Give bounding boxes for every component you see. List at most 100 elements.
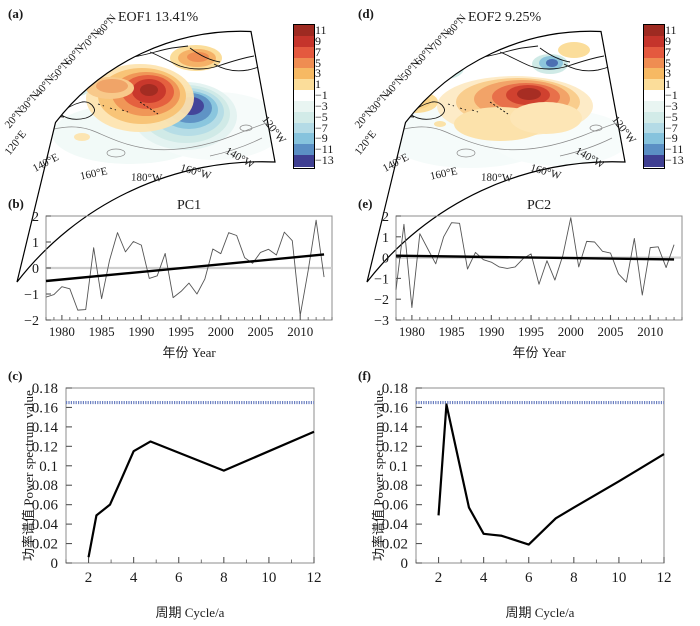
x-tick-label: 2005 xyxy=(248,324,274,339)
spectrum-f-xaxis-label: 周期 Cycle/a xyxy=(505,605,575,620)
y-tick-label: 0.08 xyxy=(32,478,58,494)
plot-frame xyxy=(415,387,665,564)
x-tick-label: 1995 xyxy=(518,324,544,339)
colorbar-swatch xyxy=(644,122,664,135)
x-tick-label: 4 xyxy=(130,570,138,586)
eof1-shaded-field xyxy=(17,31,275,186)
map-title-eof1: EOF1 13.41% xyxy=(118,10,199,25)
colorbar-tick-label: 5 xyxy=(315,55,321,70)
spectrum-f-plot: 2 4 6 8 10 12 0 0.02 0.04 0.06 0.08 0.1 0.12 0.14 0.16… xyxy=(382,381,672,586)
y-tick-label: 1 xyxy=(32,236,39,251)
y-tick-label: 0.16 xyxy=(382,400,409,416)
y-tick-label: 0.12 xyxy=(32,439,58,455)
panel-f-power-spectrum: (f) 2 4 6 8 10 12 0 0.02 0.04 0.06 0.08 0.1 0.12 0.14… xyxy=(350,360,700,626)
timeseries-line xyxy=(45,219,325,316)
spectrum-f-yaxis-label: 功率谱值 Power spectrum value xyxy=(371,390,386,561)
eof2-map-frame xyxy=(366,30,626,283)
y-tick-label: 0 xyxy=(401,556,409,572)
colorbar-tick-label: −3 xyxy=(315,98,328,113)
pc1-xaxis-label: 年份 Year xyxy=(162,345,216,360)
colorbar-swatch xyxy=(294,57,314,69)
colorbar-tick-label: 11 xyxy=(315,23,327,37)
eof1-colorbar-ticklabels: 11 9 7 5 3 1 −1 −3 −5 −7 −9 −11 −13 xyxy=(315,17,345,177)
colorbar-swatch xyxy=(294,68,314,80)
panel-label-e: (e) xyxy=(358,196,373,211)
colorbar-tick-label: −11 xyxy=(665,142,684,157)
eof1-coastlines xyxy=(35,117,275,158)
trend-line xyxy=(395,254,675,261)
pc2-xaxis-label: 年份 Year xyxy=(512,345,566,360)
x-tick-label: 2 xyxy=(85,570,93,586)
x-tick-label: 1985 xyxy=(89,324,115,339)
x-tick-label: 1990 xyxy=(128,324,154,339)
x-tick-label: 2 xyxy=(435,570,443,586)
y-tick-label: 0.02 xyxy=(382,537,408,553)
x-tick-label: 12 xyxy=(307,570,322,586)
colorbar-swatch xyxy=(644,46,664,59)
plot-frame xyxy=(395,215,683,321)
y-tick-label: 0.04 xyxy=(32,517,59,533)
x-tick-label: 1995 xyxy=(168,324,194,339)
colorbar-tick-label: 7 xyxy=(665,44,671,59)
colorbar-swatch xyxy=(644,68,664,80)
eof2-coastlines xyxy=(385,117,625,158)
colorbar-swatch xyxy=(644,90,664,102)
colorbar-tick-label: −5 xyxy=(315,109,328,124)
panel-label-a: (a) xyxy=(8,6,24,21)
colorbar-tick-label: −9 xyxy=(315,131,328,146)
x-tick-label: 10 xyxy=(261,570,276,586)
colorbar-swatch xyxy=(294,155,314,167)
x-tick-label: 1980 xyxy=(399,324,425,339)
y-tick-label: 0.18 xyxy=(382,381,408,397)
colorbar-swatch xyxy=(294,90,314,102)
colorbar-tick-label: −5 xyxy=(665,109,678,124)
colorbar-tick-label: −13 xyxy=(315,153,334,168)
colorbar-tick-label: −1 xyxy=(665,88,678,103)
y-tick-label: 2 xyxy=(32,210,39,225)
colorbar-swatch xyxy=(294,144,314,156)
colorbar-tick-label: −13 xyxy=(665,153,684,168)
pc1-plot: 1980 1985 1990 1995 2000 2005 2010 −2 −1 0 1 2 xyxy=(24,210,333,339)
x-tick-label: 10 xyxy=(611,570,626,586)
x-tick-label: 2010 xyxy=(287,324,313,339)
colorbar-tick-label: 5 xyxy=(665,55,671,70)
colorbar-tick-label: 9 xyxy=(315,33,321,48)
colorbar-tick-label: 1 xyxy=(665,77,671,92)
colorbar-swatch xyxy=(294,35,314,48)
panel-label-d: (d) xyxy=(358,6,374,21)
y-tick-label: 0 xyxy=(382,252,389,267)
x-tick-label: 2010 xyxy=(637,324,663,339)
y-tick-label: 0.02 xyxy=(32,537,58,553)
panel-c-power-spectrum: (c) 2 4 6 8 10 12 0 0.02 0.04 0.06 0.08 0.1 0.12 0.14… xyxy=(0,360,350,626)
spectrum-c-xaxis-label: 周期 Cycle/a xyxy=(155,605,225,620)
pc1-title: PC1 xyxy=(177,198,202,213)
y-tick-label: 0.16 xyxy=(32,400,59,416)
x-tick-label: 8 xyxy=(570,570,578,586)
y-tick-label: 0.08 xyxy=(382,478,408,494)
x-tick-label: 4 xyxy=(480,570,488,586)
colorbar-tick-label: −9 xyxy=(665,131,678,146)
eof2-colorbar xyxy=(643,24,665,169)
colorbar-swatch xyxy=(644,100,664,113)
colorbar-swatch xyxy=(644,111,664,124)
x-tick-label: 1990 xyxy=(478,324,504,339)
y-tick-label: −3 xyxy=(374,314,389,329)
map-title-eof2: EOF2 9.25% xyxy=(468,10,542,25)
eof2-map-svg xyxy=(366,30,626,283)
colorbar-swatch xyxy=(644,25,664,37)
y-tick-label: −1 xyxy=(24,288,39,303)
plot-frame xyxy=(65,387,315,564)
y-tick-label: 0.1 xyxy=(39,459,58,475)
power-spectrum-line xyxy=(437,403,665,546)
colorbar-swatch xyxy=(644,57,664,69)
y-tick-label: 0.12 xyxy=(382,439,408,455)
y-tick-label: 0 xyxy=(51,556,59,572)
colorbar-swatch xyxy=(294,46,314,59)
x-tick-label: 2000 xyxy=(208,324,234,339)
x-tick-label: 2005 xyxy=(598,324,624,339)
panel-label-f: (f) xyxy=(358,368,371,383)
y-tick-label: 0.04 xyxy=(382,517,409,533)
colorbar-swatch xyxy=(644,79,664,91)
y-tick-label: −2 xyxy=(374,293,389,308)
panel-label-c: (c) xyxy=(8,368,23,383)
